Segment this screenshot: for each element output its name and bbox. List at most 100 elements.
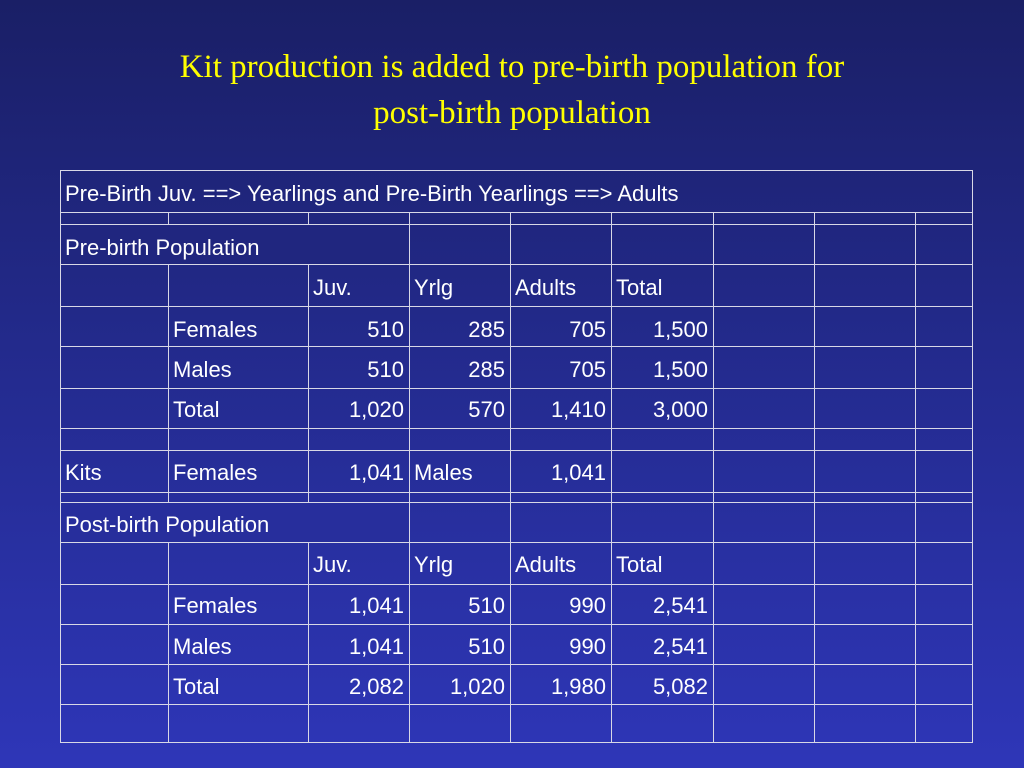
kits-males-label: Males	[414, 460, 473, 485]
kits-females-value: 1,041	[348, 460, 404, 485]
pre-birth-cell: 510	[367, 357, 404, 382]
grid-line	[60, 264, 973, 265]
grid-line	[60, 224, 973, 225]
post-birth-cell: 1,041	[348, 634, 404, 659]
span-cover	[61, 225, 409, 264]
grid-line	[611, 212, 612, 224]
pre-birth-cell: 1,020	[348, 397, 404, 422]
grid-line	[814, 450, 815, 502]
grid-line	[814, 212, 815, 224]
grid-line	[409, 450, 410, 502]
grid-line	[611, 224, 612, 450]
grid-line	[814, 224, 815, 450]
post-birth-row-label: Females	[173, 593, 258, 618]
grid-line	[713, 502, 714, 742]
grid-line	[60, 624, 973, 625]
span-cover	[61, 503, 409, 542]
grid-line	[510, 450, 511, 502]
post-birth-column-header: Total	[616, 552, 663, 577]
grid-line	[713, 450, 714, 502]
post-birth-column-header: Adults	[515, 552, 577, 577]
pre-birth-column-header: Adults	[515, 275, 577, 300]
kits-males-value: 1,041	[550, 460, 606, 485]
grid-line	[60, 306, 973, 307]
grid-line	[409, 502, 410, 742]
post-birth-column-header: Yrlg	[414, 552, 454, 577]
grid-line	[60, 502, 973, 503]
post-birth-cell: 2,541	[652, 634, 708, 659]
post-birth-label: Post-birth Population	[65, 512, 270, 537]
grid-line	[308, 450, 309, 502]
post-birth-cell: 990	[569, 593, 606, 618]
pre-birth-cell: 1,410	[550, 397, 606, 422]
post-birth-cell: 2,082	[348, 674, 404, 699]
pre-birth-row-label: Males	[173, 357, 232, 382]
grid-line	[510, 212, 511, 224]
grid-line	[60, 170, 61, 743]
grid-line	[60, 428, 973, 429]
grid-line	[60, 170, 973, 171]
pre-birth-column-header: Juv.	[313, 275, 352, 300]
table-header: Pre-Birth Juv. ==> Yearlings and Pre-Bir…	[65, 181, 679, 206]
pre-birth-cell: 705	[569, 357, 606, 382]
post-birth-column-header: Juv.	[313, 552, 352, 577]
pre-birth-cell: 285	[468, 357, 505, 382]
grid-line	[611, 502, 612, 742]
pre-birth-cell: 3,000	[652, 397, 708, 422]
grid-line	[510, 502, 511, 742]
grid-line	[60, 742, 973, 743]
pre-birth-label: Pre-birth Population	[65, 235, 260, 260]
post-birth-cell: 510	[468, 634, 505, 659]
grid-line	[60, 346, 973, 347]
grid-line	[60, 388, 973, 389]
pre-birth-cell: 285	[468, 317, 505, 342]
grid-line	[308, 224, 309, 450]
grid-line	[814, 502, 815, 742]
title-line-2: post-birth population	[373, 95, 651, 131]
grid-line	[409, 224, 410, 450]
pre-birth-row-label: Total	[173, 397, 220, 422]
grid-line	[308, 212, 309, 224]
population-table: Pre-Birth Juv. ==> Yearlings and Pre-Bir…	[60, 170, 973, 743]
post-birth-cell: 1,041	[348, 593, 404, 618]
grid-line	[713, 212, 714, 224]
pre-birth-cell: 705	[569, 317, 606, 342]
grid-line	[168, 224, 169, 450]
grid-line	[60, 704, 973, 705]
grid-line	[60, 492, 973, 493]
grid-line	[915, 224, 916, 450]
grid-line	[168, 450, 169, 502]
post-birth-cell: 1,980	[550, 674, 606, 699]
post-birth-cell: 2,541	[652, 593, 708, 618]
grid-line	[60, 542, 973, 543]
grid-line	[60, 450, 973, 451]
grid-line	[60, 212, 973, 213]
post-birth-cell: 1,020	[449, 674, 505, 699]
grid-line	[510, 224, 511, 450]
kits-label: Kits	[65, 460, 102, 485]
grid-line	[713, 224, 714, 450]
pre-birth-cell: 1,500	[652, 357, 708, 382]
pre-birth-column-header: Yrlg	[414, 275, 454, 300]
grid-line	[168, 502, 169, 742]
pre-birth-cell: 570	[468, 397, 505, 422]
grid-line	[409, 212, 410, 224]
grid-line	[60, 584, 973, 585]
post-birth-row-label: Males	[173, 634, 232, 659]
post-birth-cell: 990	[569, 634, 606, 659]
post-birth-row-label: Total	[173, 674, 220, 699]
pre-birth-column-header: Total	[616, 275, 663, 300]
grid-line	[168, 212, 169, 224]
title-line-1: Kit production is added to pre-birth pop…	[179, 49, 845, 85]
post-birth-cell: 510	[468, 593, 505, 618]
post-birth-cell: 5,082	[652, 674, 708, 699]
grid-line	[972, 170, 973, 743]
pre-birth-cell: 1,500	[652, 317, 708, 342]
grid-line	[915, 502, 916, 742]
grid-line	[611, 450, 612, 502]
pre-birth-cell: 510	[367, 317, 404, 342]
grid-line	[915, 212, 916, 224]
grid-line	[60, 664, 973, 665]
kits-females-label: Females	[173, 460, 258, 485]
pre-birth-row-label: Females	[173, 317, 258, 342]
